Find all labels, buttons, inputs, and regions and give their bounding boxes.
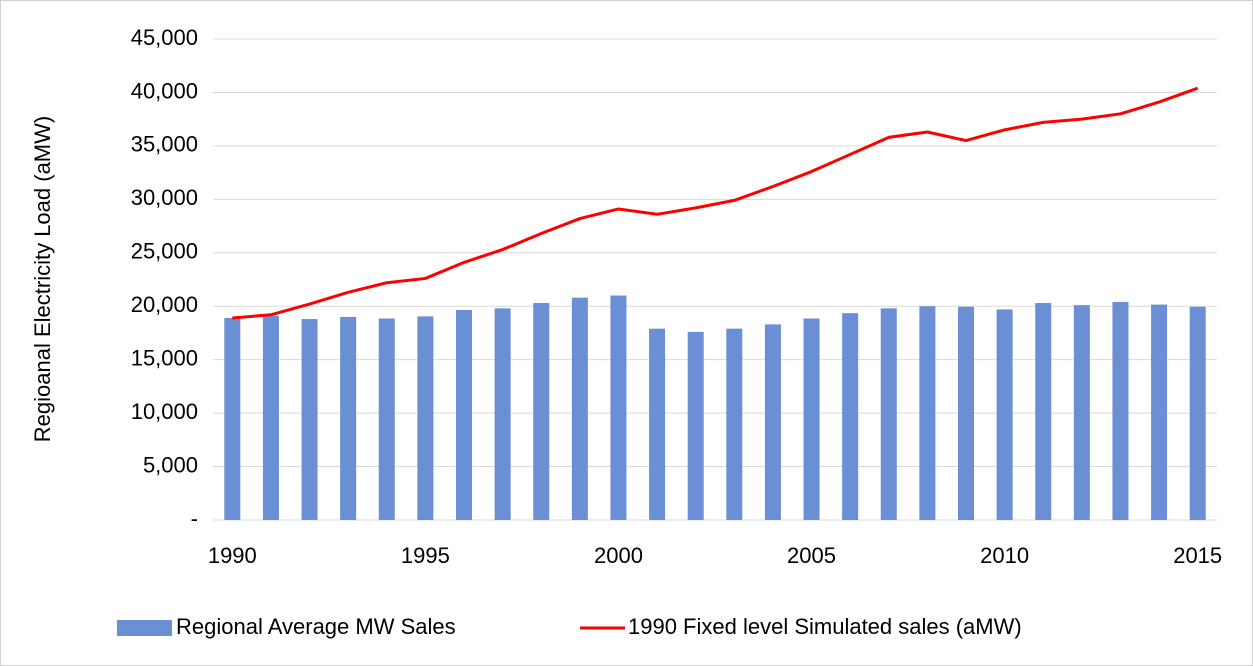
- bar: [301, 319, 318, 520]
- x-tick-label: 2015: [1173, 543, 1222, 568]
- bar: [610, 295, 627, 520]
- y-axis-label: Regioanal Electricity Load (aMW): [30, 116, 55, 442]
- bar: [1151, 304, 1168, 520]
- line: [232, 86, 1199, 320]
- bar: [378, 318, 395, 520]
- y-tick-label: 45,000: [131, 25, 198, 50]
- bar: [1189, 306, 1206, 520]
- bar: [494, 308, 511, 520]
- bar: [340, 316, 357, 520]
- bar: [919, 306, 936, 520]
- bar: [649, 328, 666, 520]
- bar: [687, 331, 704, 520]
- legend-swatch: [117, 620, 172, 636]
- x-tick-label: 2010: [980, 543, 1029, 568]
- bar: [1112, 301, 1129, 520]
- x-tick-label: 1990: [208, 543, 257, 568]
- y-tick-label: 15,000: [131, 345, 198, 370]
- bar: [456, 309, 472, 520]
- bar: [417, 316, 434, 520]
- bar: [996, 309, 1013, 520]
- y-tick-label: 35,000: [131, 132, 198, 157]
- bar: [764, 324, 781, 520]
- bar: [1035, 303, 1052, 520]
- bar: [880, 308, 897, 520]
- bar: [571, 297, 588, 520]
- x-tick-label: 1995: [401, 543, 450, 568]
- y-tick-label: 25,000: [131, 239, 198, 264]
- x-tick-label: 2000: [594, 543, 643, 568]
- bar: [958, 306, 974, 520]
- bar: [533, 303, 550, 520]
- bar: [224, 317, 241, 520]
- bar: [842, 313, 859, 520]
- legend-label: 1990 Fixed level Simulated sales (aMW): [628, 614, 1022, 639]
- bar: [803, 318, 820, 520]
- x-tick-label: 2005: [787, 543, 836, 568]
- y-tick-label: 30,000: [131, 185, 198, 210]
- y-tick-label: 10,000: [131, 399, 198, 424]
- bar: [726, 328, 743, 520]
- bar: [1073, 305, 1090, 520]
- legend-label: Regional Average MW Sales: [176, 614, 456, 639]
- y-tick-label: 5,000: [143, 452, 198, 477]
- y-tick-label: 40,000: [131, 78, 198, 103]
- y-tick-label: -: [191, 506, 198, 531]
- y-tick-label: 20,000: [131, 292, 198, 317]
- bar: [262, 315, 279, 520]
